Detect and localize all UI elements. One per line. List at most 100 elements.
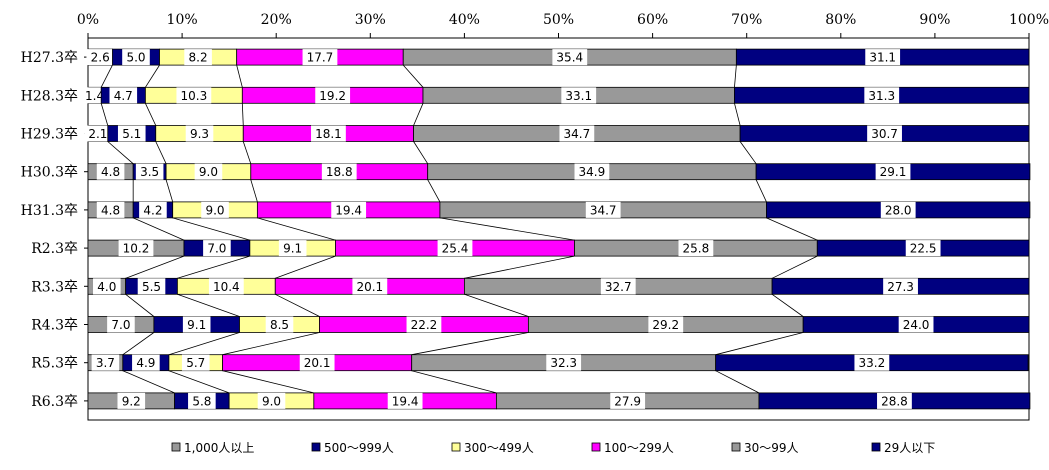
- value-label-background: [600, 278, 636, 295]
- series-connector-line: [464, 255, 575, 279]
- category-label: R4.3卒: [31, 318, 78, 334]
- value-label-background: [574, 163, 610, 180]
- legend-label: 100～299人: [604, 441, 674, 455]
- value-label-background: [265, 316, 294, 333]
- series-connector-line: [715, 332, 804, 356]
- category-label: H28.3卒: [21, 88, 78, 104]
- x-tick-label: 100%: [1009, 12, 1049, 28]
- value-label: 22.2: [411, 318, 438, 332]
- value-label-background: [302, 49, 338, 66]
- series-connector-line: [771, 293, 804, 317]
- series-connector-line: [177, 293, 240, 317]
- series-connector-line: [125, 293, 155, 317]
- value-label: 29.2: [652, 318, 679, 332]
- series-connector-line: [734, 65, 737, 88]
- value-label-background: [278, 240, 307, 257]
- value-label: 2.6: [91, 51, 110, 65]
- series-connector-line: [236, 65, 243, 88]
- value-label-background: [331, 201, 367, 218]
- series-connector-line: [168, 370, 230, 394]
- value-label: 10.4: [213, 280, 240, 294]
- value-label: 9.1: [187, 318, 206, 332]
- value-label: 19.4: [335, 203, 362, 217]
- value-label-background: [299, 354, 335, 371]
- value-label: 33.2: [858, 356, 885, 370]
- value-label: 9.0: [205, 203, 224, 217]
- value-label: 29.1: [880, 165, 907, 179]
- series-connector-line: [222, 332, 320, 356]
- series-connector-line: [413, 103, 424, 126]
- value-label-background: [864, 87, 900, 104]
- value-label-background: [352, 278, 388, 295]
- series-connector-line: [100, 103, 109, 126]
- value-label: 9.0: [262, 394, 281, 408]
- series-connector-line: [100, 64, 113, 88]
- value-label: 18.1: [315, 127, 342, 141]
- legend-label: 300～499人: [464, 441, 534, 455]
- series-connector-line: [427, 179, 441, 203]
- value-label-background: [194, 163, 223, 180]
- value-label-background: [315, 87, 351, 104]
- value-label-background: [139, 201, 167, 218]
- value-label: 5.0: [126, 51, 145, 65]
- series-connector-line: [739, 141, 757, 164]
- series-connector-line: [222, 370, 314, 394]
- value-label-background: [137, 278, 166, 295]
- value-label: 3.7: [96, 356, 115, 370]
- value-label: 9.2: [122, 394, 141, 408]
- value-label: 4.0: [97, 280, 116, 294]
- value-label-background: [905, 240, 941, 257]
- value-label: 10.2: [123, 242, 150, 256]
- value-label: 22.5: [910, 242, 937, 256]
- series-connector-line: [257, 217, 336, 241]
- value-label-background: [648, 316, 684, 333]
- category-label: R3.3卒: [31, 279, 78, 295]
- category-label: R6.3卒: [31, 394, 78, 410]
- value-label-background: [188, 392, 216, 409]
- series-connector-line: [413, 141, 429, 164]
- x-tick-label: 40%: [449, 12, 480, 28]
- category-label: R2.3卒: [31, 241, 78, 257]
- value-label: 33.1: [565, 89, 592, 103]
- value-label: 31.3: [868, 89, 895, 103]
- value-label: 1.4: [85, 89, 104, 103]
- value-label-background: [610, 392, 646, 409]
- value-label: 17.7: [307, 51, 334, 65]
- legend-swatch: [731, 442, 741, 452]
- series-connector-line: [242, 141, 252, 164]
- value-label-background: [875, 163, 911, 180]
- value-label: 7.0: [207, 242, 226, 256]
- value-label: 27.3: [887, 280, 914, 294]
- series-connector-line: [145, 103, 157, 126]
- series-connector-line: [172, 217, 250, 241]
- value-label-background: [387, 392, 423, 409]
- value-label-background: [877, 392, 912, 409]
- value-label: 4.8: [101, 165, 120, 179]
- x-tick-label: 50%: [543, 12, 574, 28]
- value-label: 4.9: [136, 356, 155, 370]
- series-connector-line: [715, 370, 760, 394]
- value-label-background: [406, 316, 442, 333]
- series-connector-line: [411, 332, 529, 356]
- value-label-background: [93, 278, 121, 295]
- x-tick-label: 70%: [731, 12, 762, 28]
- legend-label: 500～999人: [324, 441, 394, 455]
- series-connector-line: [165, 179, 174, 203]
- value-label: 9.3: [190, 127, 209, 141]
- value-label: 34.7: [590, 203, 617, 217]
- x-tick-label: 20%: [261, 12, 292, 28]
- value-label-background: [311, 125, 346, 142]
- value-label-background: [552, 49, 588, 66]
- legend-swatch: [451, 442, 461, 452]
- value-label-background: [118, 240, 154, 257]
- series-connector-line: [275, 293, 320, 317]
- value-label: 35.4: [556, 51, 583, 65]
- series-connector-line: [464, 293, 529, 317]
- series-connector-line: [133, 217, 185, 241]
- value-label-background: [96, 163, 125, 180]
- value-label: 9.0: [199, 165, 218, 179]
- value-label: 8.5: [270, 318, 289, 332]
- value-label-background: [546, 354, 582, 371]
- category-label: H30.3卒: [21, 165, 78, 181]
- x-tick-label: 10%: [167, 12, 198, 28]
